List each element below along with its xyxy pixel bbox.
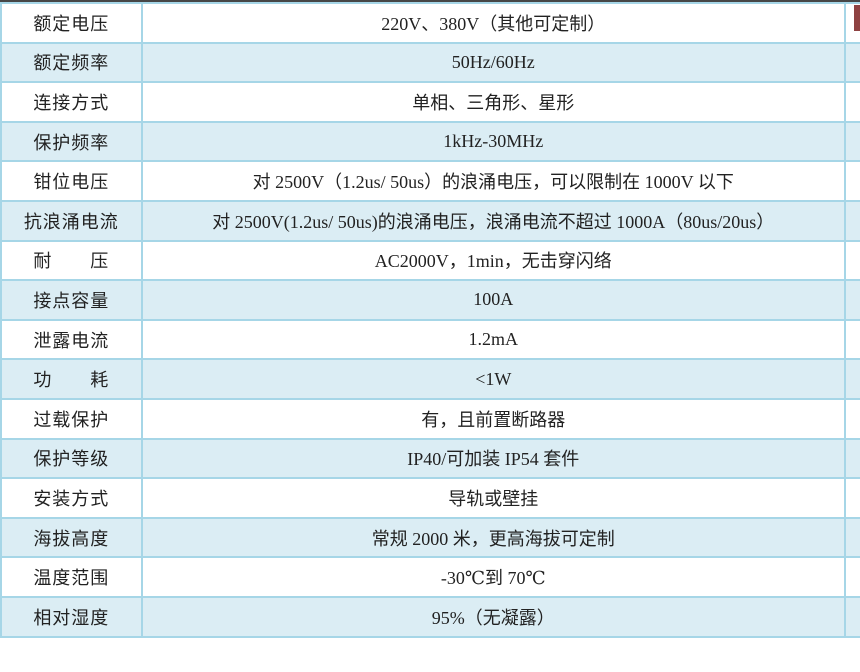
spec-value-cell: 有，且前置断路器 <box>140 397 846 440</box>
cropped-edge-cell <box>843 556 860 598</box>
spec-label-cell: 钳位电压 <box>0 160 143 202</box>
spec-label-cell: 抗浪涌电流 <box>0 199 143 242</box>
spec-value-cell: -30℃到 70℃ <box>140 556 846 598</box>
spec-label-cell: 过载保护 <box>0 397 143 440</box>
spec-label-cell: 安装方式 <box>0 477 143 519</box>
spec-label-cell: 额定频率 <box>0 41 143 84</box>
table-row: 连接方式 单相、三角形、星形 <box>0 81 860 123</box>
spec-label-cell: 保护等级 <box>0 437 143 480</box>
table-row: 保护频率 1kHz-30MHz <box>0 120 860 163</box>
spec-value-cell: 1kHz-30MHz <box>140 120 846 163</box>
spec-label-cell: 耐 压 <box>0 239 143 282</box>
cropped-edge-cell <box>843 477 860 519</box>
table-row: 安装方式 导轨或壁挂 <box>0 477 860 519</box>
cropped-edge-cell <box>843 437 860 480</box>
spec-label-cell: 相对湿度 <box>0 595 143 638</box>
cropped-edge-cell <box>843 516 860 559</box>
table-row: 保护等级 IP40/可加装 IP54 套件 <box>0 437 860 480</box>
cropped-edge-cell <box>843 120 860 163</box>
cropped-edge-cell <box>843 199 860 242</box>
spec-value-cell: AC2000V，1min，无击穿闪络 <box>140 239 846 282</box>
cropped-edge-cell <box>843 81 860 123</box>
spec-value-cell: 50Hz/60Hz <box>140 41 846 84</box>
cropped-edge-cell <box>843 41 860 84</box>
spec-value-cell: 对 2500V(1.2us/ 50us)的浪涌电压，浪涌电流不超过 1000A（… <box>140 199 846 242</box>
cropped-edge-cell <box>843 595 860 638</box>
spec-label-cell: 保护频率 <box>0 120 143 163</box>
table-row: 海拔高度 常规 2000 米，更高海拔可定制 <box>0 516 860 559</box>
cropped-edge-cell <box>843 279 860 321</box>
table-row: 钳位电压对 2500V（1.2us/ 50us）的浪涌电压，可以限制在 1000… <box>0 160 860 202</box>
table-row: 相对湿度 95%（无凝露） <box>0 595 860 638</box>
spec-value-cell: 1.2mA <box>140 318 846 361</box>
cropped-edge-cell <box>843 160 860 202</box>
spec-label-cell: 温度范围 <box>0 556 143 598</box>
spec-label-cell: 额定电压 <box>0 2 143 44</box>
table-row: 抗浪涌电流对 2500V(1.2us/ 50us)的浪涌电压，浪涌电流不超过 1… <box>0 199 860 242</box>
table-row: 额定频率 50Hz/60Hz <box>0 41 860 84</box>
spec-value-cell: 单相、三角形、星形 <box>140 81 846 123</box>
spec-value-cell: 对 2500V（1.2us/ 50us）的浪涌电压，可以限制在 1000V 以下 <box>140 160 846 202</box>
spec-label-cell: 接点容量 <box>0 279 143 321</box>
spec-label-cell: 泄露电流 <box>0 318 143 361</box>
table-row: 功 耗 <1W <box>0 358 860 400</box>
table-row: 接点容量 100A <box>0 279 860 321</box>
spec-value-cell: 95%（无凝露） <box>140 595 846 638</box>
table-row: 温度范围 -30℃到 70℃ <box>0 556 860 598</box>
spec-value-cell: 100A <box>140 279 846 321</box>
cropped-edge-cell <box>843 397 860 440</box>
spec-table-body: 额定电压 220V、380V（其他可定制） 额定频率 50Hz/60Hz 连接方式 单相、… <box>0 2 860 638</box>
table-row: 额定电压 220V、380V（其他可定制） <box>0 2 860 44</box>
spec-value-cell: <1W <box>140 358 846 400</box>
cropped-edge-cell <box>843 318 860 361</box>
cropped-edge-cell <box>843 239 860 282</box>
spec-label-cell: 连接方式 <box>0 81 143 123</box>
spec-label-cell: 海拔高度 <box>0 516 143 559</box>
spec-value-cell: 导轨或壁挂 <box>140 477 846 519</box>
scrollbar-thumb[interactable] <box>854 5 860 31</box>
cropped-edge-cell <box>843 358 860 400</box>
spec-value-cell: 常规 2000 米，更高海拔可定制 <box>140 516 846 559</box>
table-row: 耐 压 AC2000V，1min，无击穿闪络 <box>0 239 860 282</box>
spec-table: 额定电压 220V、380V（其他可定制） 额定频率 50Hz/60Hz 连接方式 单相、… <box>0 2 860 638</box>
spec-value-cell: IP40/可加装 IP54 套件 <box>140 437 846 480</box>
table-row: 过载保护 有，且前置断路器 <box>0 397 860 440</box>
table-row: 泄露电流 1.2mA <box>0 318 860 361</box>
spec-label-cell: 功 耗 <box>0 358 143 400</box>
spec-value-cell: 220V、380V（其他可定制） <box>140 2 846 44</box>
